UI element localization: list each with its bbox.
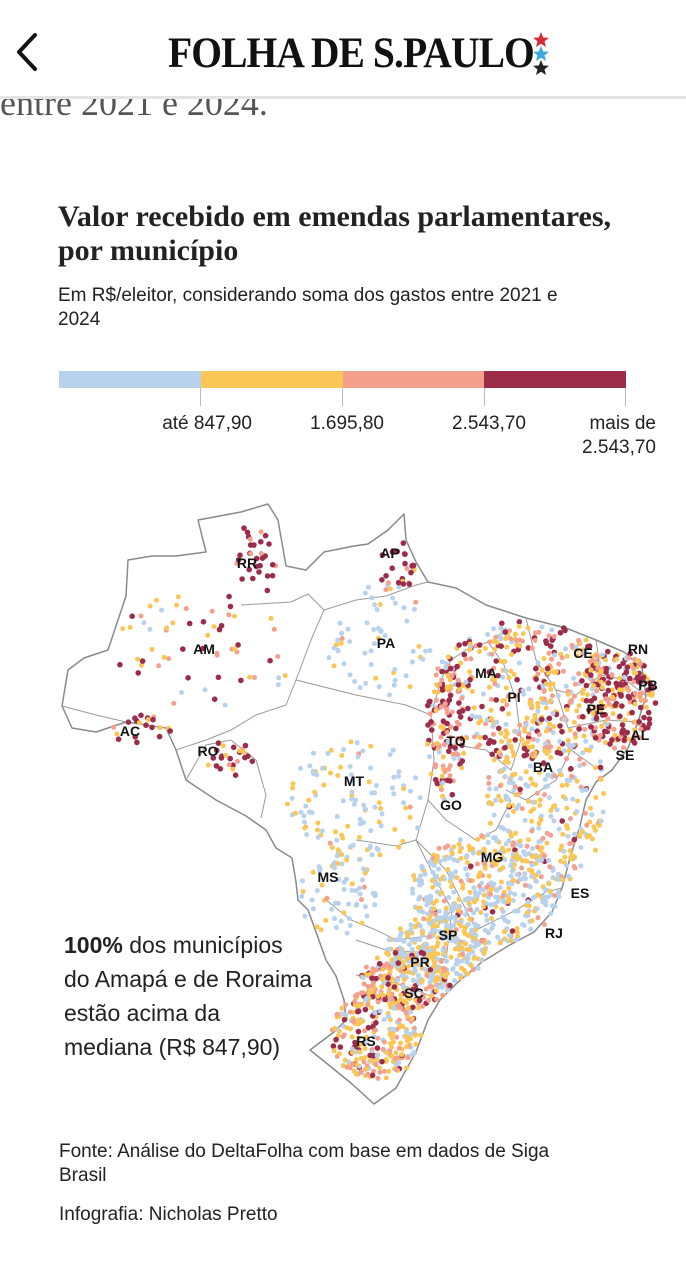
state-label-to: TO: [446, 733, 465, 749]
back-button[interactable]: [10, 28, 44, 76]
state-label-ap: AP: [380, 545, 399, 561]
legend-label: até 847,90: [162, 413, 252, 434]
state-labels: RR AP AM PA MA CE RN PB PI PE AL SE AC RO TO BA MT GO MG ES…: [120, 545, 658, 1049]
state-label-ms: MS: [318, 869, 339, 885]
state-label-sp: SP: [439, 927, 458, 943]
legend-tick: [625, 388, 626, 406]
state-label-ma: MA: [475, 665, 497, 681]
state-label-am: AM: [193, 641, 215, 657]
state-label-pi: PI: [507, 689, 520, 705]
note-text: dos municípios do Amapá e de Roraima est…: [64, 932, 313, 1060]
state-label-mt: MT: [344, 773, 365, 789]
legend-label-line: 2.543,70: [582, 437, 656, 458]
state-label-rn: RN: [628, 641, 648, 657]
legend-label-line: mais de: [589, 413, 656, 434]
folha-logo[interactable]: FOLHA DE S.PAULO: [168, 30, 535, 77]
state-label-ac: AC: [120, 723, 140, 739]
chart-subtitle: Em R$/eleitor, considerando soma dos gas…: [58, 285, 558, 330]
state-label-sc: SC: [404, 985, 423, 1001]
chart-title: Valor recebido em emendas parlamentares,…: [58, 200, 611, 267]
top-bar: FOLHA DE S.PAULO: [0, 0, 686, 99]
chart-credit: Infografia: Nicholas Pretto: [59, 1204, 278, 1225]
color-legend: [59, 371, 626, 388]
legend-label: 1.695,80: [310, 413, 384, 434]
state-label-ro: RO: [198, 743, 219, 759]
state-label-pr: PR: [410, 954, 429, 970]
legend-swatch-2: [200, 371, 343, 388]
legend-swatch-1: [59, 371, 201, 388]
legend-swatch-3: [342, 371, 485, 388]
state-label-rs: RS: [356, 1033, 375, 1049]
state-label-ce: CE: [573, 645, 592, 661]
chart-source: Fonte: Análise do DeltaFolha com base em…: [59, 1141, 550, 1186]
annotation-note: 100% dos municípios do Amapá e de Roraim…: [64, 928, 314, 1064]
state-label-pe: PE: [587, 701, 606, 717]
legend-tick: [342, 388, 343, 406]
state-label-mg: MG: [481, 849, 504, 865]
state-label-rj: RJ: [545, 925, 563, 941]
legend-tick: [484, 388, 485, 406]
state-label-se: SE: [616, 747, 635, 763]
state-label-es: ES: [571, 885, 590, 901]
state-label-pb: PB: [638, 677, 657, 693]
municipality-dots: [111, 525, 659, 1081]
chevron-left-icon: [17, 33, 37, 71]
stars-icon: [533, 32, 549, 75]
state-label-ba: BA: [533, 759, 553, 775]
legend-tick: [200, 388, 201, 406]
state-label-al: AL: [631, 727, 650, 743]
state-label-pa: PA: [377, 635, 395, 651]
state-label-go: GO: [440, 797, 462, 813]
note-highlight: 100%: [64, 932, 123, 958]
legend-label-last: mais de 2.543,70: [536, 412, 656, 460]
brazil-map: RR AP AM PA MA CE RN PB PI PE AL SE AC RO TO BA MT GO MG ES…: [61, 503, 659, 1105]
state-label-rr: RR: [237, 555, 257, 571]
legend-swatch-4: [484, 371, 626, 388]
legend-label: 2.543,70: [452, 413, 526, 434]
